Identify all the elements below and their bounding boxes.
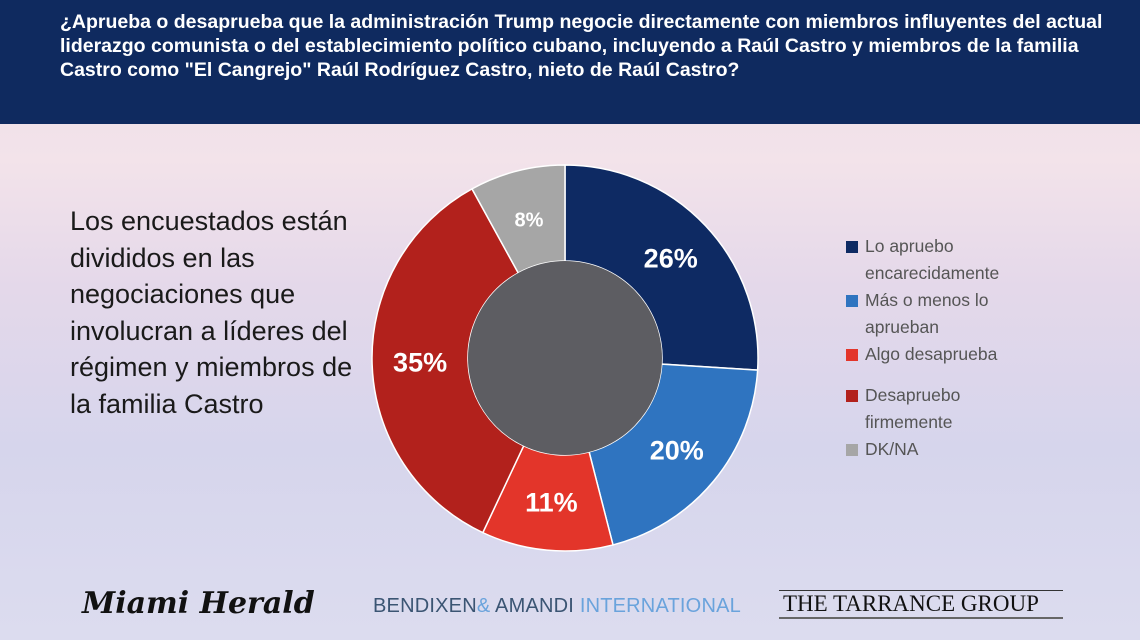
legend-swatch bbox=[846, 241, 858, 253]
data-label-4: 8% bbox=[514, 210, 543, 232]
bendixen-amandi-logo: BENDIXEN& AMANDI INTERNATIONAL bbox=[373, 595, 741, 617]
legend-label: Lo apruebo encarecidamente bbox=[865, 236, 1000, 283]
legend-item: DK/NA bbox=[846, 436, 1046, 463]
legend-item: Lo apruebo encarecidamente bbox=[846, 233, 1046, 287]
legend-label: Más o menos lo aprueban bbox=[865, 290, 989, 337]
legend: Lo apruebo encarecidamente Más o menos lo… bbox=[846, 233, 1046, 463]
question-header: ¿Aprueba o desaprueba que la administrac… bbox=[0, 0, 1140, 124]
legend-label: Algo desaprueba bbox=[865, 344, 998, 364]
legend-item: Desapruebo firmemente bbox=[846, 382, 1046, 436]
slice-0 bbox=[564, 164, 759, 371]
center-photo bbox=[468, 261, 662, 455]
data-label-3: 35% bbox=[393, 348, 447, 378]
slice-1 bbox=[588, 363, 759, 546]
tarrance-group-logo: THE TARRANCE GROUP bbox=[779, 590, 1063, 619]
data-label-1: 20% bbox=[650, 435, 704, 465]
legend-label: Desapruebo firmemente bbox=[865, 385, 961, 432]
miami-herald-logo: Miami Herald bbox=[82, 586, 315, 621]
legend-swatch bbox=[846, 390, 858, 402]
legend-item: Algo desaprueba bbox=[846, 341, 1046, 368]
data-label-2: 11% bbox=[525, 487, 578, 517]
data-label-0: 26% bbox=[644, 244, 698, 274]
summary-text: Los encuestados están divididos en las n… bbox=[70, 206, 353, 419]
legend-item: Más o menos lo aprueban bbox=[846, 287, 1046, 341]
question-text: ¿Aprueba o desaprueba que la administrac… bbox=[60, 11, 1103, 81]
legend-swatch bbox=[846, 349, 858, 361]
legend-swatch bbox=[846, 295, 858, 307]
legend-swatch bbox=[846, 444, 858, 456]
legend-label: DK/NA bbox=[865, 439, 919, 459]
